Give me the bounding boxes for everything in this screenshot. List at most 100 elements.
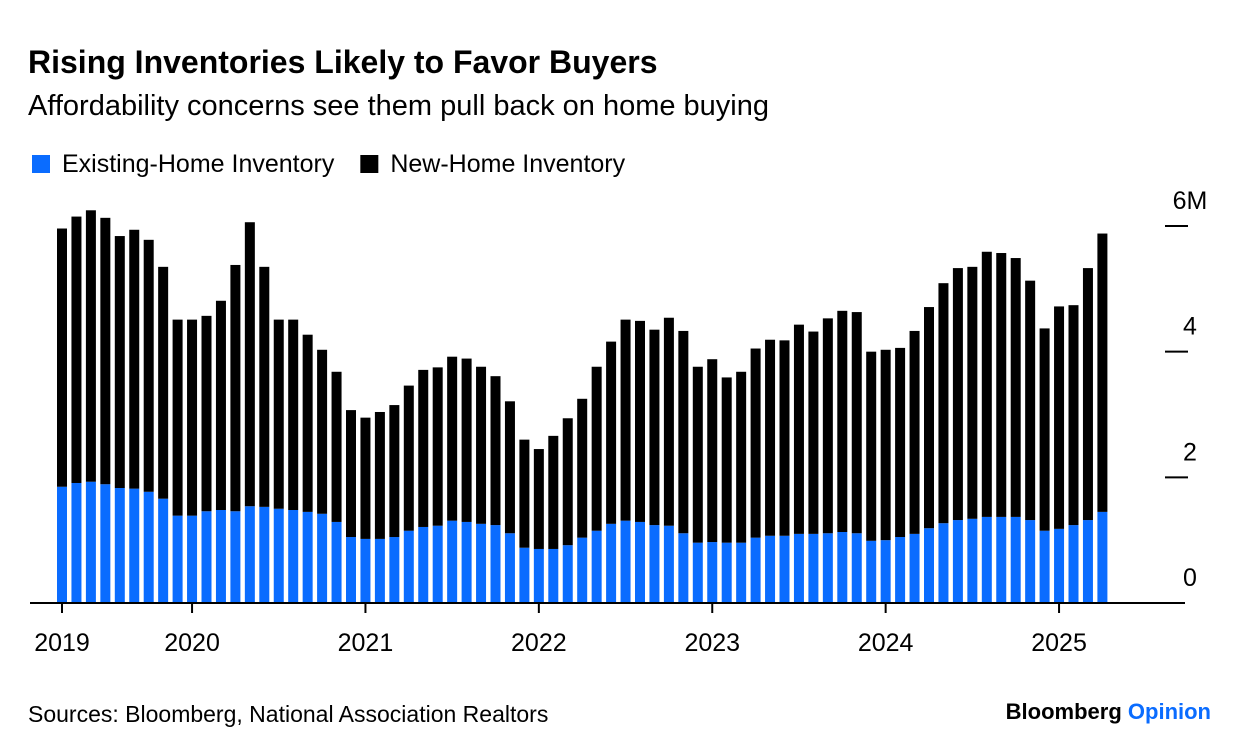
bar-segment	[476, 523, 487, 603]
bar-segment	[114, 488, 125, 603]
bar-segment	[71, 216, 82, 483]
bar-segment	[302, 334, 313, 512]
y-tick-label: 2	[1183, 438, 1197, 466]
bar-segment	[259, 266, 270, 507]
bar-segment	[793, 533, 804, 603]
bar-segment	[288, 510, 299, 603]
bar-segment	[765, 339, 776, 536]
bar-segment	[143, 491, 154, 603]
bar-segment	[346, 410, 356, 538]
bar-segment	[533, 449, 544, 549]
bar-segment	[447, 356, 458, 521]
bar-segment	[143, 239, 154, 492]
bar-segment	[1054, 306, 1065, 529]
bar-segment	[996, 253, 1007, 517]
bar-segment	[374, 538, 385, 603]
bar-segment	[215, 300, 226, 511]
bar-segment	[822, 533, 833, 603]
bar-segment	[331, 371, 342, 522]
bar-segment	[244, 506, 255, 603]
bar-segment	[866, 540, 877, 603]
bar-segment	[779, 340, 790, 536]
bar-segment	[403, 530, 414, 603]
bar-segment	[273, 319, 284, 509]
bar-segment	[172, 515, 183, 603]
bar-segment	[403, 385, 414, 531]
bar-segment	[1082, 268, 1093, 521]
bar-segment	[808, 533, 819, 603]
bar-segment	[1039, 328, 1050, 531]
bar-segment	[808, 331, 819, 534]
x-tick-label: 2025	[1031, 629, 1087, 657]
bar-segment	[736, 542, 747, 603]
bar-segment	[851, 312, 862, 534]
bar-segment	[952, 520, 963, 603]
bar-segment	[201, 315, 212, 512]
bar-segment	[707, 359, 718, 543]
bar-segment	[1068, 305, 1079, 526]
legend-swatch	[32, 155, 50, 173]
bar-segment	[765, 535, 776, 603]
y-tick-label: 6M	[1173, 187, 1208, 215]
legend-label: Existing-Home Inventory	[62, 150, 335, 178]
bar-segment	[201, 511, 212, 603]
bar-segment	[692, 542, 703, 603]
bar-segment	[1039, 530, 1050, 603]
bar-segment	[909, 330, 920, 534]
bar-segment	[230, 264, 241, 512]
bar-segment	[895, 347, 906, 538]
legend-swatch	[360, 155, 379, 173]
bar-segment	[418, 526, 429, 603]
bar-segment	[85, 210, 96, 482]
bar-segment	[851, 533, 862, 603]
bar-segment	[981, 251, 992, 517]
bar-segment	[317, 349, 328, 514]
brand: Bloomberg Opinion	[1006, 699, 1211, 724]
bar-segment	[924, 307, 934, 529]
bar-segment	[85, 481, 96, 603]
bar-segment	[461, 521, 472, 603]
bar-segment	[635, 320, 645, 522]
bar-segment	[158, 266, 169, 499]
bar-segment	[331, 521, 342, 603]
bar-segment	[938, 523, 949, 603]
bar-segment	[432, 525, 443, 603]
bar-segment	[620, 520, 631, 603]
bar-segment	[678, 533, 689, 603]
bar-segment	[837, 310, 848, 532]
bar-segment	[649, 329, 660, 526]
x-tick-label: 2024	[858, 629, 914, 657]
x-tick-label: 2022	[511, 629, 567, 657]
bar-segment	[779, 535, 790, 603]
bar-segment	[1054, 528, 1065, 603]
bar-segment	[736, 371, 747, 543]
bar-segment	[981, 516, 992, 603]
bar-segment	[822, 318, 833, 534]
bar-segment	[591, 366, 602, 531]
bar-segment	[606, 523, 617, 603]
bar-segment	[620, 319, 631, 521]
bar-segment	[967, 518, 978, 603]
bar-segment	[533, 548, 544, 603]
bar-segment	[750, 348, 761, 538]
bar-segment	[187, 515, 198, 603]
bar-segment	[504, 401, 515, 534]
bar-segment	[837, 531, 848, 603]
bar-segment	[548, 435, 559, 549]
bar-segment	[635, 521, 645, 603]
bar-segment	[750, 537, 761, 603]
bar-segment	[562, 418, 573, 546]
x-tick-label: 2023	[684, 629, 740, 657]
source: Sources: Bloomberg, National Association…	[28, 701, 548, 727]
bar-segment	[490, 525, 501, 603]
bar-segment	[447, 520, 458, 603]
bar-segment	[577, 398, 588, 538]
bar-segment	[57, 486, 67, 603]
bar-segment	[866, 351, 877, 541]
bar-segment	[1082, 520, 1093, 603]
chart-title: Rising Inventories Likely to Favor Buyer…	[28, 44, 658, 80]
bar-segment	[1010, 516, 1021, 603]
legend-label: New-Home Inventory	[390, 150, 625, 178]
bar-segment	[259, 506, 270, 603]
bar-segment	[663, 317, 674, 526]
